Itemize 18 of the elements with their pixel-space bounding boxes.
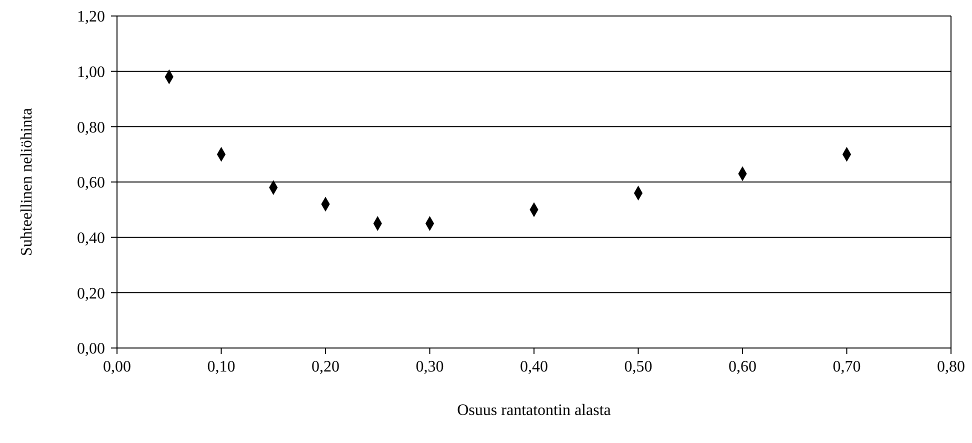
x-axis-title: Osuus rantatontin alasta: [457, 402, 611, 419]
x-tick-label: 0,60: [728, 358, 756, 376]
x-tick-label: 0,40: [520, 358, 548, 376]
y-tick-label: 1,00: [77, 64, 105, 82]
y-tick-label: 0,20: [77, 285, 105, 302]
y-tick-label: 1,20: [77, 8, 105, 26]
y-tick-label: 0,40: [77, 230, 105, 248]
x-tick-label: 0,20: [312, 358, 340, 376]
y-tick-label: 0,60: [77, 174, 105, 192]
x-tick-label: 0,30: [416, 358, 444, 376]
y-axis-title: Suhteellinen neliöhinta: [18, 108, 36, 256]
x-tick-label: 0,50: [624, 358, 652, 376]
y-tick-label: 0,00: [77, 340, 105, 358]
x-tick-label: 0,10: [207, 358, 236, 376]
x-tick-label: 0,80: [937, 358, 965, 376]
y-tick-label: 0,80: [77, 119, 105, 136]
x-tick-label: 0,00: [103, 358, 131, 376]
x-tick-label: 0,70: [832, 358, 861, 376]
